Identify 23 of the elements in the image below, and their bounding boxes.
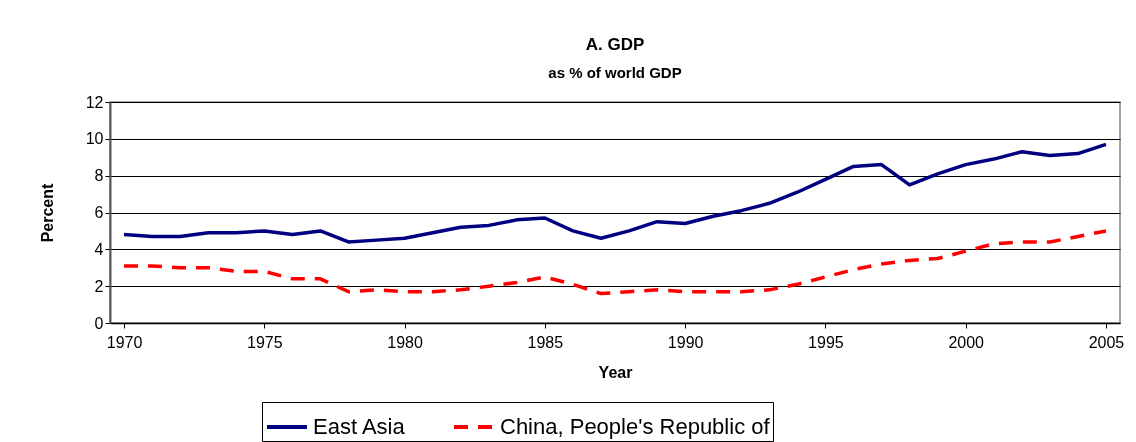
y-tick-label: 0 [94,314,104,332]
x-tick-label: 1985 [527,333,564,351]
x-tick-label: 1970 [106,333,143,351]
x-tick-label: 1995 [808,333,844,351]
x-tick-label: 1990 [667,333,704,351]
x-tick-label: 2000 [948,333,985,351]
y-tick-label: 8 [94,167,104,185]
legend-label: China, People's Republic of [500,414,771,439]
x-axis-title: Year [598,363,633,381]
y-tick-label: 2 [94,277,104,295]
y-tick-label: 10 [85,130,104,148]
line-series [122,142,1108,244]
y-axis-title: Percent [38,182,56,243]
x-tick-label: 1975 [247,333,283,351]
y-tick-label: 6 [94,204,104,221]
legend-label: East Asia [313,414,406,439]
x-tick-label: 1980 [387,333,423,351]
chart-subtitle: as % of world GDP [548,64,682,81]
chart-title: A. GDP [585,35,645,54]
x-tick-label: 2005 [1088,333,1125,351]
line-series [122,229,1108,296]
y-tick-label: 4 [94,240,104,258]
y-tick-label: 12 [85,93,104,111]
